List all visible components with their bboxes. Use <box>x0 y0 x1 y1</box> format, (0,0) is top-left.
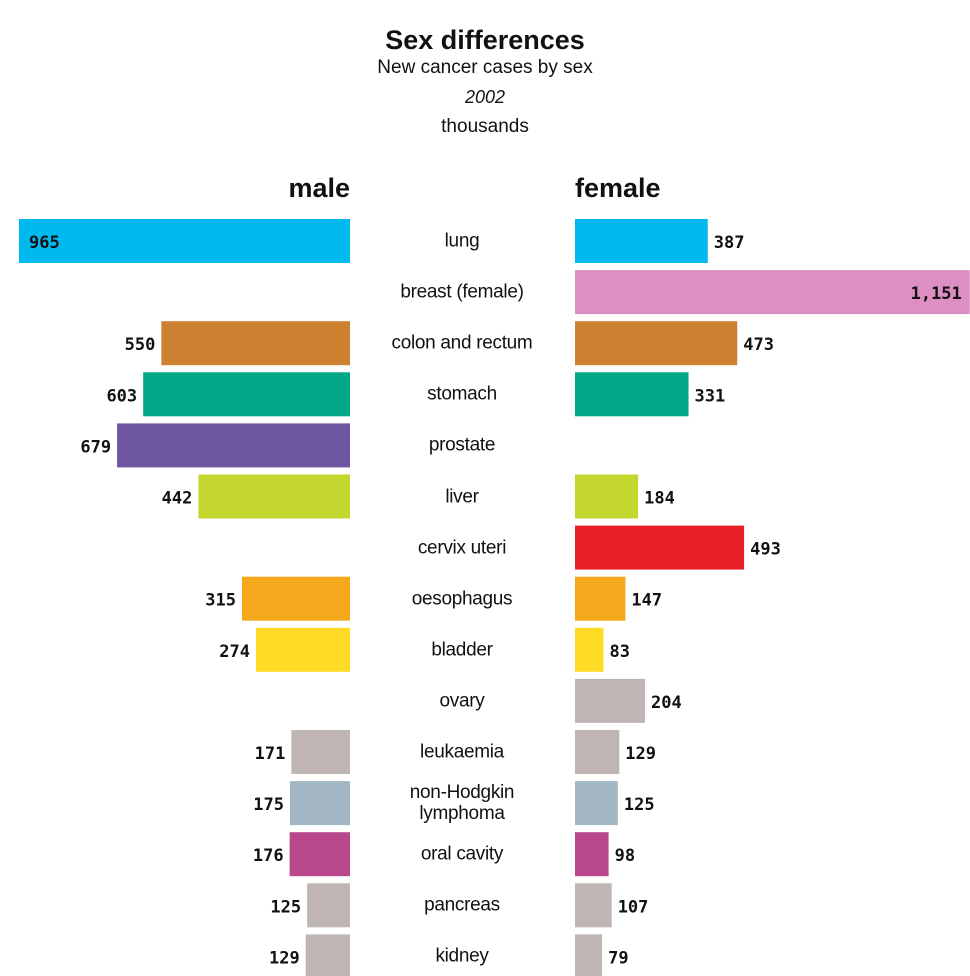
value-label: 387 <box>714 233 745 253</box>
bar <box>256 627 350 672</box>
bar <box>305 934 350 976</box>
bar <box>575 883 612 928</box>
bar <box>143 372 350 417</box>
bar <box>575 781 618 826</box>
chart-subtitle: New cancer cases by sex <box>377 57 593 78</box>
bar <box>575 832 609 877</box>
value-label: 129 <box>625 744 656 764</box>
category-label: ovary <box>439 690 485 712</box>
value-label: 125 <box>270 897 301 917</box>
category-label: liver <box>445 486 479 507</box>
bar <box>575 219 708 263</box>
value-label: 79 <box>608 948 628 968</box>
bar <box>575 730 620 774</box>
bar <box>19 219 350 263</box>
bar <box>161 321 350 366</box>
value-label: 965 <box>29 233 60 253</box>
value-label: 107 <box>618 897 649 917</box>
value-label: 184 <box>644 489 675 509</box>
legend-male: male <box>288 173 350 203</box>
bar <box>117 423 350 468</box>
bar <box>575 474 639 519</box>
bar <box>289 781 350 826</box>
value-label: 550 <box>125 335 156 355</box>
value-label: 125 <box>624 795 655 815</box>
category-label: oesophagus <box>411 588 513 610</box>
bar <box>575 372 689 417</box>
bar <box>198 474 350 519</box>
category-label: prostate <box>428 434 496 456</box>
category-label: pancreas <box>424 894 500 916</box>
value-label: 175 <box>253 795 284 815</box>
category-label: leukaemia <box>420 741 504 763</box>
category-label: colon and rectum <box>391 332 533 354</box>
bar <box>241 576 350 621</box>
bar <box>575 576 626 621</box>
category-label: cervix uteri <box>417 537 507 559</box>
category-label: bladder <box>431 639 493 661</box>
bar <box>291 730 350 774</box>
bar <box>575 321 738 366</box>
value-label: 679 <box>80 437 111 457</box>
category-label: oral cavity <box>420 843 504 865</box>
bar <box>575 678 645 723</box>
category-label: breast (female) <box>400 281 524 303</box>
value-label: 83 <box>609 642 629 662</box>
category-label: stomach <box>427 383 497 405</box>
value-label: 603 <box>106 386 137 406</box>
value-label: 331 <box>695 386 726 406</box>
value-label: 473 <box>743 335 774 355</box>
value-label: 176 <box>253 846 284 866</box>
bar <box>575 934 603 976</box>
chart-title: Sex differences <box>385 25 585 55</box>
bar <box>575 627 604 672</box>
category-label: kidney <box>435 945 489 967</box>
year-label: 2002 <box>464 87 505 107</box>
bar <box>575 270 970 315</box>
bar <box>575 525 745 570</box>
bar <box>307 883 350 928</box>
value-label: 1,151 <box>911 284 962 304</box>
value-label: 274 <box>219 642 250 662</box>
value-label: 493 <box>750 540 781 560</box>
value-label: 204 <box>651 693 682 713</box>
value-label: 98 <box>615 846 635 866</box>
category-label: lung <box>444 230 480 252</box>
value-label: 147 <box>631 591 662 611</box>
value-label: 129 <box>269 948 300 968</box>
bar <box>289 832 350 877</box>
legend-female: female <box>575 173 661 203</box>
value-label: 171 <box>255 744 286 764</box>
value-label: 315 <box>205 591 236 611</box>
value-label: 442 <box>162 489 193 509</box>
category-label: non-Hodgkin lymphoma <box>409 782 515 825</box>
unit-label: thousands <box>441 116 529 137</box>
